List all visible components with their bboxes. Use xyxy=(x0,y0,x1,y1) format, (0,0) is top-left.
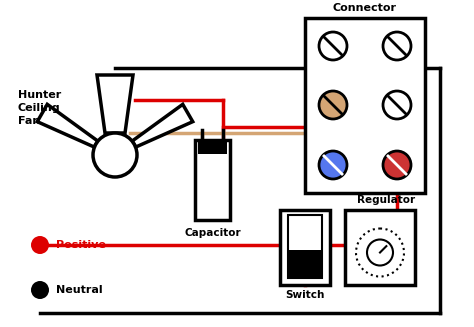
Bar xyxy=(198,140,227,154)
Circle shape xyxy=(319,32,347,60)
Circle shape xyxy=(383,151,411,179)
Bar xyxy=(305,18,425,193)
Polygon shape xyxy=(97,75,133,133)
Text: Regulator: Regulator xyxy=(357,195,415,205)
Polygon shape xyxy=(132,104,193,147)
Bar xyxy=(280,210,330,285)
Circle shape xyxy=(383,32,411,60)
Circle shape xyxy=(93,133,137,177)
Circle shape xyxy=(383,91,411,119)
Polygon shape xyxy=(37,104,98,147)
Circle shape xyxy=(31,236,49,254)
Text: Hunter
Ceiling
Fan: Hunter Ceiling Fan xyxy=(18,90,61,127)
Text: Switch: Switch xyxy=(285,290,325,300)
Circle shape xyxy=(319,151,347,179)
Bar xyxy=(288,215,322,278)
Bar xyxy=(195,140,230,220)
Bar xyxy=(288,250,322,278)
Bar xyxy=(345,210,415,285)
Circle shape xyxy=(319,91,347,119)
Circle shape xyxy=(31,281,49,299)
Circle shape xyxy=(367,239,393,266)
Text: Capacitor: Capacitor xyxy=(184,228,241,238)
Text: Positive: Positive xyxy=(56,240,106,250)
Text: Connector: Connector xyxy=(333,3,397,13)
Circle shape xyxy=(356,229,404,277)
Text: Neutral: Neutral xyxy=(56,285,103,295)
